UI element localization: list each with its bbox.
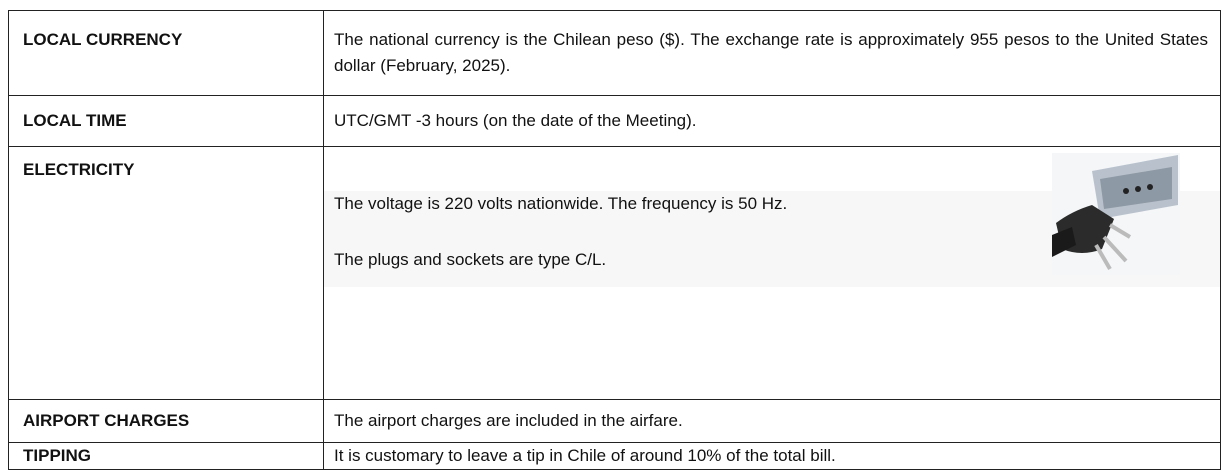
row-label: AIRPORT CHARGES — [9, 400, 324, 443]
page: {"table": {"rows": [ {"label": "LOCAL CU… — [0, 0, 1229, 472]
plug-image — [1052, 153, 1180, 275]
row-text: It is customary to leave a tip in Chile … — [324, 443, 1221, 470]
row-label: LOCAL TIME — [9, 96, 324, 147]
row: ELECTRICITY The voltage is 220 volts nat… — [9, 147, 1221, 400]
row-text: UTC/GMT -3 hours (on the date of the Mee… — [324, 96, 1221, 147]
row: TIPPING It is customary to leave a tip i… — [9, 443, 1221, 470]
row-label: LOCAL CURRENCY — [9, 11, 324, 96]
row-label: TIPPING — [9, 443, 324, 470]
row-label: ELECTRICITY — [9, 147, 324, 400]
row-text: The airport charges are included in the … — [324, 400, 1221, 443]
info-table-container: LOCAL CURRENCY The national currency is … — [8, 10, 1221, 470]
row: AIRPORT CHARGES The airport charges are … — [9, 400, 1221, 443]
paragraph: The plugs and sockets are type C/L. — [334, 247, 606, 273]
row: LOCAL CURRENCY The national currency is … — [9, 11, 1221, 96]
row: LOCAL TIME UTC/GMT -3 hours (on the date… — [9, 96, 1221, 147]
paragraph: The voltage is 220 volts nationwide. The… — [334, 191, 787, 217]
row-text: The national currency is the Chilean pes… — [324, 11, 1221, 96]
row-text-cell: The voltage is 220 volts nationwide. The… — [324, 147, 1221, 400]
info-table: LOCAL CURRENCY The national currency is … — [8, 10, 1221, 470]
